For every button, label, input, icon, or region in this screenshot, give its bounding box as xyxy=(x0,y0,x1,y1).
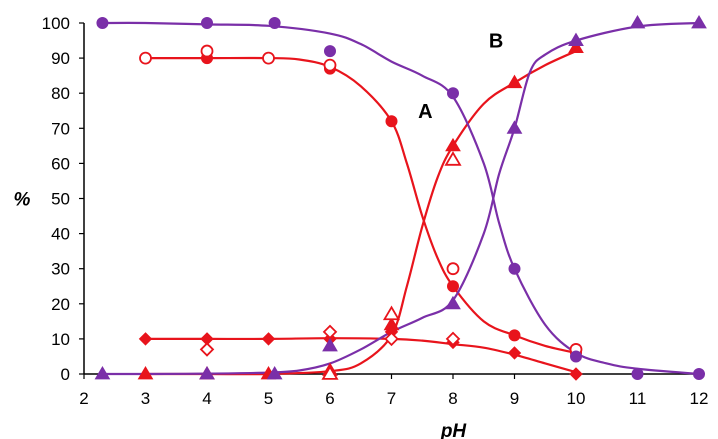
x-tick-label-7: 7 xyxy=(387,389,396,408)
x-tick-label-6: 6 xyxy=(325,389,334,408)
x-axis-title: pH xyxy=(440,421,468,439)
y-tick-label-80: 80 xyxy=(51,84,70,103)
curve-label-a: A xyxy=(418,101,432,123)
purple-circles-point-6 xyxy=(570,350,582,363)
red-circle-curve xyxy=(145,56,577,355)
purple-triangles-point-1 xyxy=(199,366,215,380)
purple-circle-curve xyxy=(102,21,700,376)
red-filled-diamonds-point-6 xyxy=(507,346,522,360)
y-tick-label-70: 70 xyxy=(51,119,70,138)
red-open-circles-point-3 xyxy=(323,58,337,72)
purple-triangles-point-3 xyxy=(322,337,338,352)
y-tick-label-60: 60 xyxy=(51,154,70,173)
red-filled-diamonds-point-2 xyxy=(261,332,276,346)
purple-circles-point-8 xyxy=(693,368,705,380)
purple-circles-point-4 xyxy=(447,87,459,100)
purple-triangles-point-0 xyxy=(94,366,111,380)
purple-triangles-point-8 xyxy=(691,15,707,29)
purple-circles-point-2 xyxy=(268,17,281,29)
red-open-triangles-point-0 xyxy=(321,365,339,380)
y-tick-label-50: 50 xyxy=(51,190,70,209)
purple-triangles-point-5 xyxy=(506,120,523,134)
red-diamond-curve xyxy=(145,337,577,374)
purple-triangle-curve xyxy=(102,21,700,376)
y-tick-label-40: 40 xyxy=(51,225,70,244)
y-tick-label-90: 90 xyxy=(51,49,70,68)
fitted-curves xyxy=(102,21,700,376)
y-tick-label-10: 10 xyxy=(51,330,70,349)
tick-labels: 0 10 20 30 40 50 60 70 80 90 100 2 3 4 5 6 7 8 9 10 11 12 xyxy=(42,14,709,408)
purple-triangles-point-2 xyxy=(266,366,283,380)
purple-circles-point-7 xyxy=(631,368,644,380)
purple-triangles-point-7 xyxy=(629,15,646,29)
red-open-circles-point-1 xyxy=(200,44,214,58)
purple-circles-point-1 xyxy=(201,17,213,29)
red-open-diamonds-point-1 xyxy=(322,324,338,340)
red-open-circles-point-2 xyxy=(262,51,275,65)
red-open-triangles-point-1 xyxy=(382,305,401,321)
curve-label-b: B xyxy=(489,31,503,53)
x-tick-label-3: 3 xyxy=(141,389,150,408)
y-tick-label-20: 20 xyxy=(51,295,70,314)
red-filled-diamonds-point-0 xyxy=(138,332,153,346)
purple-circles-point-0 xyxy=(96,17,109,29)
red-filled-triangles-point-6 xyxy=(506,74,523,89)
red-open-circles-point-4 xyxy=(446,262,460,276)
red-open-circles-point-0 xyxy=(139,51,152,65)
red-open-diamonds-point-2 xyxy=(384,331,399,347)
y-tick-label-0: 0 xyxy=(61,365,70,384)
purple-triangles-point-4 xyxy=(445,295,461,310)
x-tick-label-11: 11 xyxy=(629,389,647,408)
purple-triangles-point-6 xyxy=(568,32,584,46)
red-filled-triangles-point-5 xyxy=(445,137,461,152)
x-tick-label-5: 5 xyxy=(264,389,273,408)
x-tick-label-12: 12 xyxy=(690,389,709,408)
red-open-diamonds-point-3 xyxy=(445,331,461,347)
x-tick-label-4: 4 xyxy=(202,389,211,408)
red-filled-diamonds-point-7 xyxy=(569,367,583,381)
purple-circles-point-3 xyxy=(324,45,336,58)
x-tick-label-9: 9 xyxy=(510,389,519,408)
purple-circles-point-5 xyxy=(508,262,521,275)
red-triangle-curve xyxy=(145,50,577,376)
y-axis-title: % xyxy=(14,190,31,211)
x-tick-label-2: 2 xyxy=(79,389,88,408)
red-open-triangles-point-2 xyxy=(444,151,462,166)
red-filled-triangles-point-7 xyxy=(568,39,584,53)
red-filled-circles-point-5 xyxy=(447,280,459,293)
red-filled-triangles-point-0 xyxy=(137,366,154,380)
x-tick-label-10: 10 xyxy=(567,389,586,408)
red-filled-circles-point-6 xyxy=(508,329,521,342)
y-tick-label-30: 30 xyxy=(51,260,70,279)
y-tick-label-100: 100 xyxy=(42,14,70,33)
red-filled-circles-point-4 xyxy=(385,115,398,128)
x-tick-label-8: 8 xyxy=(448,389,457,408)
data-markers xyxy=(94,15,707,381)
red-open-diamonds-point-0 xyxy=(199,342,215,357)
